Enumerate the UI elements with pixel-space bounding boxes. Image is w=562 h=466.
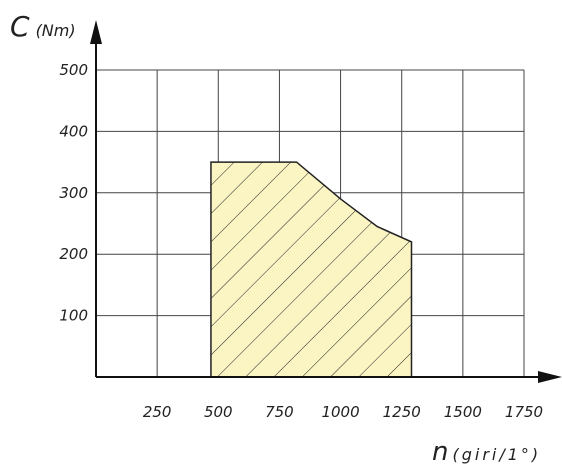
x-tick-label: 1000	[321, 403, 359, 421]
y-tick-label: 100	[59, 307, 88, 325]
y-tick-labels: 100 200 300 400 500	[59, 61, 88, 325]
x-axis-arrow	[538, 371, 562, 383]
x-axis-title: n (giri/1°)	[432, 437, 541, 466]
x-tick-label: 750	[265, 403, 294, 421]
y-tick-label: 500	[59, 61, 88, 79]
x-tick-label: 250	[143, 403, 172, 421]
y-tick-label: 300	[59, 184, 88, 202]
axes	[90, 20, 562, 383]
x-tick-label: 1500	[444, 403, 482, 421]
operating-region-outline	[210, 161, 413, 378]
y-axis-arrow	[90, 20, 102, 44]
y-tick-label: 200	[59, 245, 88, 263]
x-tick-label: 1250	[383, 403, 421, 421]
operating-region	[210, 161, 413, 378]
x-tick-label: 500	[204, 403, 233, 421]
y-tick-label: 400	[59, 122, 88, 140]
y-axis-title: C (Nm)	[10, 10, 76, 43]
x-tick-labels: 250 500 750 1000 1250 1500 1750	[143, 403, 543, 421]
x-tick-label: 1750	[505, 403, 543, 421]
